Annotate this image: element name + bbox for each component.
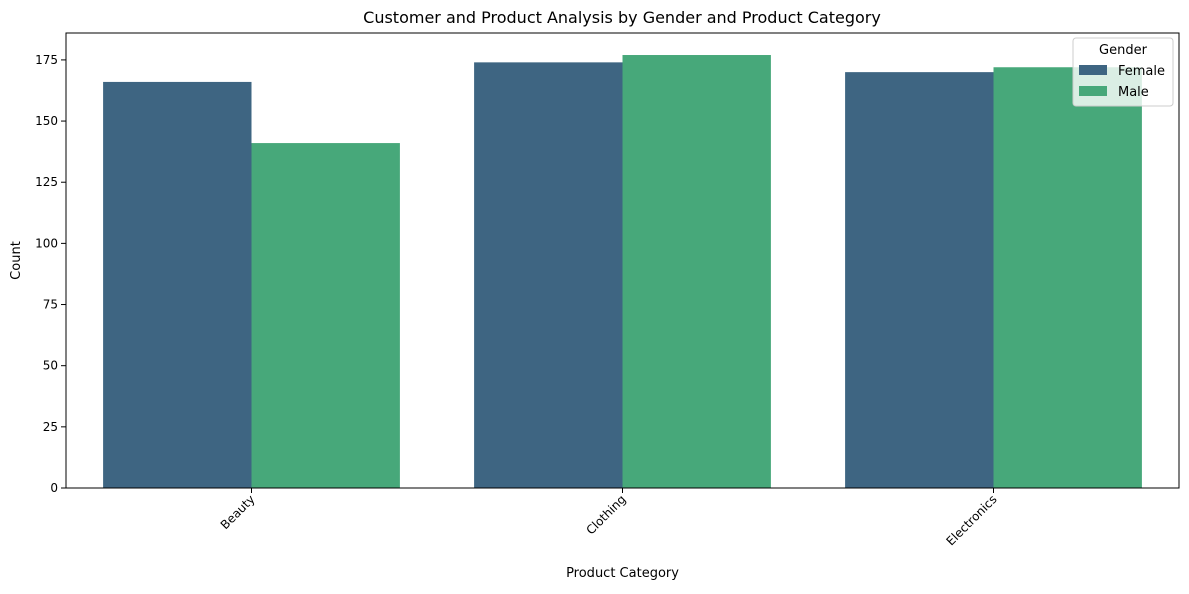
bar-female-beauty — [103, 81, 252, 488]
bar-male-beauty — [251, 143, 400, 489]
y-axis-label: Count — [9, 241, 24, 280]
bar-female-electronics — [845, 72, 994, 489]
legend-title: Gender — [1099, 43, 1148, 58]
y-tick-label: 125 — [35, 175, 58, 189]
legend-swatch-female — [1079, 65, 1107, 75]
y-tick-label: 25 — [43, 420, 58, 434]
x-tick-label-beauty: Beauty — [218, 492, 258, 532]
legend-label-male: Male — [1118, 85, 1149, 100]
y-tick-label: 0 — [50, 481, 58, 495]
x-axis: Beauty Clothing Electronics — [218, 488, 1000, 548]
bars-group — [103, 55, 1142, 489]
plot-frame — [65, 32, 1180, 489]
bar-male-electronics — [993, 67, 1142, 488]
legend-label-female: Female — [1118, 64, 1165, 79]
y-tick-label: 175 — [35, 53, 58, 67]
y-tick-label: 150 — [35, 114, 58, 128]
legend: Gender Female Male — [1072, 37, 1174, 107]
bar-female-clothing — [474, 62, 623, 489]
legend-swatch-male — [1079, 86, 1107, 96]
y-tick-label: 75 — [43, 298, 58, 312]
x-axis-label: Product Category — [566, 566, 679, 581]
bar-male-clothing — [622, 55, 771, 489]
x-tick-label-clothing: Clothing — [583, 492, 628, 537]
y-axis: 0 25 50 75 100 125 150 175 — [35, 53, 66, 495]
y-tick-label: 100 — [35, 236, 58, 250]
x-tick-label-electronics: Electronics — [943, 492, 999, 548]
chart-title: Customer and Product Analysis by Gender … — [363, 8, 881, 27]
y-tick-label: 50 — [43, 359, 58, 373]
